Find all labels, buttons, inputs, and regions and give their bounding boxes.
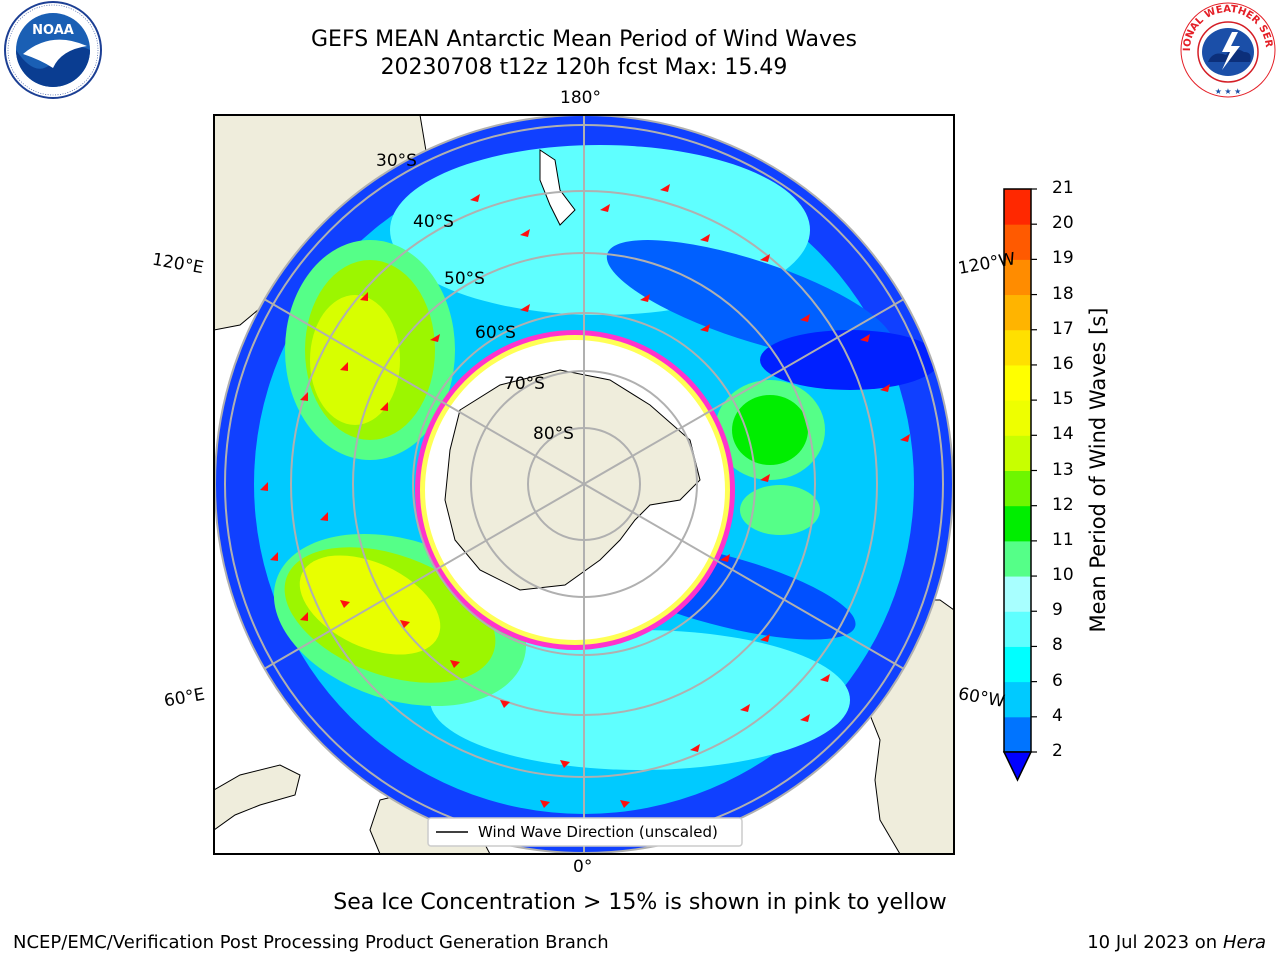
colorbar-tick-label: 19 <box>1052 248 1074 269</box>
colorbar-segment <box>1004 716 1031 753</box>
lat-label-50s: 50°S <box>444 269 485 289</box>
colorbar-segment <box>1004 681 1031 718</box>
colorbar-tick-label: 21 <box>1052 178 1074 198</box>
lon-label-180: 180° <box>560 88 601 108</box>
colorbar-segment <box>1004 189 1031 225</box>
footer-date: 10 Jul 2023 on Hera <box>1087 932 1266 953</box>
colorbar-tick-label: 4 <box>1052 705 1063 726</box>
footer-credit: NCEP/EMC/Verification Post Processing Pr… <box>13 932 609 953</box>
colorbar <box>1004 188 1037 753</box>
legend-label: Wind Wave Direction (unscaled) <box>478 823 718 841</box>
lon-label-0: 0° <box>573 857 593 877</box>
colorbar-tick-label: 10 <box>1052 565 1074 586</box>
colorbar-tick-label: 20 <box>1052 213 1074 234</box>
wave-period-field <box>215 115 953 853</box>
lat-label-80s: 80°S <box>533 424 574 444</box>
colorbar-segment <box>1004 540 1031 577</box>
colorbar-tick-label: 2 <box>1052 741 1063 761</box>
lat-label-60s: 60°S <box>475 323 516 343</box>
colorbar-segment <box>1004 400 1031 436</box>
colorbar-segment <box>1004 364 1031 401</box>
noaa-logo: NOAA <box>4 1 102 99</box>
colorbar-tick-label: 18 <box>1052 283 1074 304</box>
colorbar-extend-arrow <box>1002 751 1033 782</box>
colorbar-tick-label: 11 <box>1052 529 1074 550</box>
colorbar-tick-label: 12 <box>1052 494 1074 515</box>
colorbar-tick-label: 14 <box>1052 424 1074 445</box>
map-legend: Wind Wave Direction (unscaled) <box>427 817 743 847</box>
colorbar-tick-label: 6 <box>1052 670 1063 691</box>
noaa-logo-text: NOAA <box>32 23 74 38</box>
colorbar-tick-label: 9 <box>1052 600 1063 621</box>
lat-label-40s: 40°S <box>413 212 454 232</box>
colorbar-segment <box>1004 576 1031 612</box>
colorbar-tick-label: 13 <box>1052 459 1074 480</box>
chart-subtitle-line: 20230708 t12z 120h fcst Max: 15.49 <box>380 55 788 80</box>
sea-ice-note: Sea Ice Concentration > 15% is shown in … <box>333 890 947 915</box>
lat-label-70s: 70°S <box>504 374 545 394</box>
colorbar-tick-label: 8 <box>1052 635 1063 656</box>
lat-label-30s: 30°S <box>376 151 417 171</box>
colorbar-tick-label: 15 <box>1052 389 1074 410</box>
svg-text:★ ★ ★: ★ ★ ★ <box>1215 87 1242 96</box>
national-weather-service-logo: NATIONAL WEATHER SERVICE ★ ★ ★ <box>1178 0 1276 98</box>
colorbar-segment <box>1004 611 1031 647</box>
colorbar-segment <box>1004 329 1031 366</box>
wind-wave-arrows <box>260 184 910 808</box>
footer-date-text: 10 Jul 2023 on <box>1087 932 1223 953</box>
colorbar-segment <box>1004 294 1031 331</box>
colorbar-segment <box>1004 646 1031 683</box>
chart-title: GEFS MEAN Antarctic Mean Period of Wind … <box>311 27 857 52</box>
colorbar-segment <box>1004 505 1031 542</box>
colorbar-label: Mean Period of Wind Waves [s] <box>1086 307 1110 633</box>
colorbar-segment <box>1004 224 1031 260</box>
colorbar-segment <box>1004 259 1031 296</box>
colorbar-segment <box>1004 470 1031 507</box>
colorbar-segment <box>1004 435 1031 471</box>
colorbar-tick-label: 16 <box>1052 353 1074 374</box>
footer-host: Hera <box>1222 932 1266 953</box>
map-frame <box>213 114 955 855</box>
colorbar-tick-label: 17 <box>1052 318 1074 339</box>
